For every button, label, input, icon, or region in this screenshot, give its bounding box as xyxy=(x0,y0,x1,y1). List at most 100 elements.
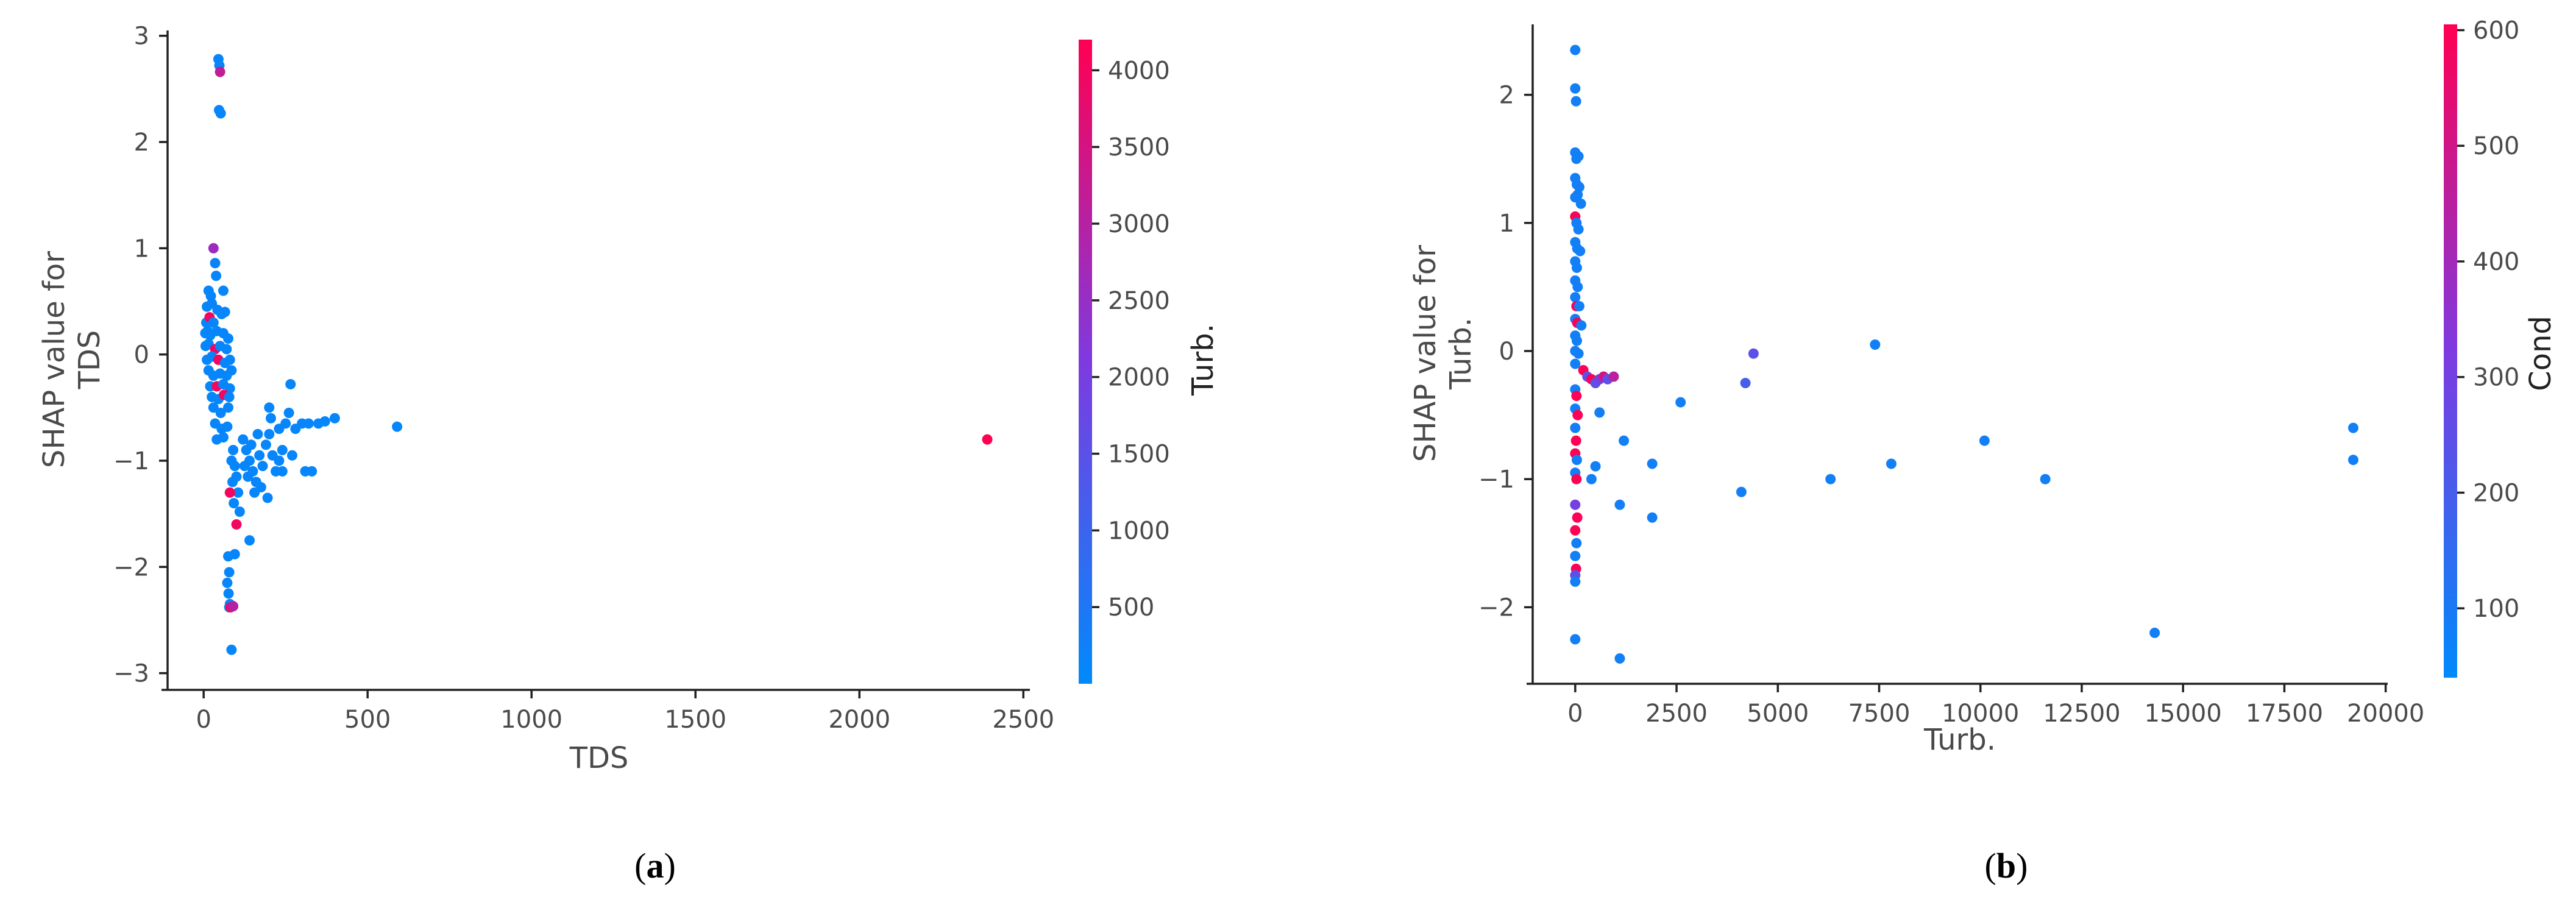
data-point xyxy=(223,551,234,562)
data-point xyxy=(226,644,237,655)
data-point xyxy=(1572,282,1583,293)
data-point xyxy=(224,567,235,578)
data-point xyxy=(224,391,235,402)
data-point xyxy=(1571,474,1582,484)
data-point xyxy=(222,421,233,432)
data-point xyxy=(223,333,234,344)
data-point xyxy=(222,577,233,588)
data-point xyxy=(392,421,403,432)
data-point xyxy=(208,317,219,328)
colorbar-tick-label: 1000 xyxy=(1108,517,1170,545)
data-point xyxy=(208,402,219,413)
y-tick-label: 2 xyxy=(134,129,149,157)
colorbar-tick-label: 600 xyxy=(2473,16,2519,44)
data-point xyxy=(246,439,257,450)
data-point xyxy=(1570,576,1581,587)
y-axis-label-a: SHAP value forTDS xyxy=(37,251,107,468)
data-point xyxy=(228,601,239,612)
x-tick-label: 0 xyxy=(1567,700,1583,728)
colorbar-a: 500 1000 1500 2000 2500 3000 3500 4000 xyxy=(1079,40,1170,684)
data-point xyxy=(1619,435,1630,446)
data-point xyxy=(277,466,288,477)
data-point xyxy=(264,402,275,413)
y-tick-label: −1 xyxy=(113,447,149,475)
x-tick-label: 17500 xyxy=(2246,700,2323,728)
axes-a: −3 −2 −1 0 1 2 3 0 500 1000 1500 2000 2500 xyxy=(113,23,1054,734)
data-point xyxy=(1570,292,1581,303)
data-point xyxy=(249,487,260,498)
data-point xyxy=(1573,224,1584,235)
colorbar-tick-label: 3500 xyxy=(1108,133,1170,161)
data-point xyxy=(1590,461,1601,472)
data-point xyxy=(1570,550,1581,561)
y-tick-label: 0 xyxy=(134,341,149,369)
data-point xyxy=(307,466,318,477)
data-point xyxy=(2347,422,2358,433)
data-point xyxy=(1736,486,1747,497)
data-point xyxy=(223,402,234,413)
colorbar-tick-label: 500 xyxy=(2473,132,2519,160)
colorbar-tick-label: 4000 xyxy=(1108,57,1170,85)
colorbar-tick-label: 3000 xyxy=(1108,210,1170,238)
scatter-points-a xyxy=(200,54,993,655)
data-point xyxy=(2347,455,2358,466)
y-tick-label: 0 xyxy=(1499,338,1514,366)
data-point xyxy=(1614,653,1625,664)
data-point xyxy=(1571,455,1582,466)
data-point xyxy=(1570,83,1581,94)
data-point xyxy=(219,307,230,318)
data-point xyxy=(1570,525,1581,536)
colorbar-tick-label: 300 xyxy=(2473,364,2519,392)
data-point xyxy=(239,461,250,472)
y-tick-label: −3 xyxy=(113,660,149,688)
data-point xyxy=(2149,627,2160,638)
x-tick-label: 10000 xyxy=(1942,700,2019,728)
chart-panel-a: −3 −2 −1 0 1 2 3 0 500 1000 1500 2000 2500 SHAP valu… xyxy=(37,23,1220,885)
panel-label-a: (a) xyxy=(634,846,676,885)
data-point xyxy=(215,108,226,119)
x-tick-label: 15000 xyxy=(2145,700,2222,728)
data-point xyxy=(1575,246,1586,257)
chart-panel-b: −2 −1 0 1 2 0 2500 5000 7500 10000 12500 15000 17500… xyxy=(1408,16,2558,885)
data-point xyxy=(1608,371,1619,382)
data-point xyxy=(234,506,245,517)
data-point xyxy=(1570,435,1581,446)
x-tick-label: 7500 xyxy=(1848,700,1911,728)
y-axis-label-b: SHAP value forTurb. xyxy=(1408,245,1478,462)
x-tick-label: 0 xyxy=(196,706,211,734)
data-point xyxy=(1870,339,1881,350)
data-point xyxy=(1740,378,1751,389)
colorbar-label-a: Turb. xyxy=(1186,324,1220,396)
data-point xyxy=(231,519,242,530)
colorbar-gradient xyxy=(1079,40,1092,684)
data-point xyxy=(1573,348,1584,359)
data-point xyxy=(1979,435,1990,446)
data-point xyxy=(243,471,254,482)
data-point xyxy=(215,66,225,77)
data-point xyxy=(1570,422,1581,433)
data-point xyxy=(1571,262,1582,273)
data-point xyxy=(265,413,276,424)
y-tick-label: −1 xyxy=(1478,466,1514,494)
data-point xyxy=(238,434,249,445)
data-point xyxy=(1574,182,1584,193)
data-point xyxy=(1570,634,1581,645)
data-point xyxy=(229,498,240,509)
y-tick-label: 2 xyxy=(1499,82,1514,110)
data-point xyxy=(1647,458,1658,469)
data-point xyxy=(221,344,232,355)
scatter-points-b xyxy=(1570,44,2358,664)
data-point xyxy=(1570,44,1581,55)
colorbar-gradient xyxy=(2444,24,2457,678)
colorbar-tick-label: 2500 xyxy=(1108,287,1170,315)
data-point xyxy=(1570,499,1581,510)
data-point xyxy=(215,408,226,419)
colorbar-tick-label: 2000 xyxy=(1108,364,1170,392)
data-point xyxy=(1574,300,1584,311)
x-tick-label: 2500 xyxy=(992,706,1054,734)
data-point xyxy=(283,408,294,419)
colorbar-b: 100 200 300 400 500 600 xyxy=(2444,16,2519,678)
data-point xyxy=(1571,538,1582,548)
data-point xyxy=(210,258,221,269)
